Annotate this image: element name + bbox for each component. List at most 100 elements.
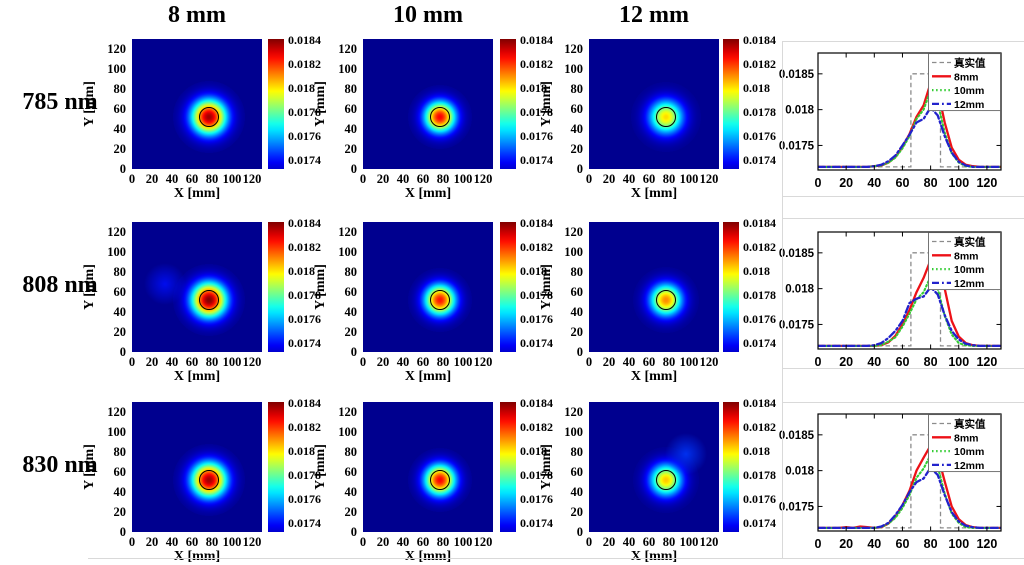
- colorbar-tick-label: 0.0174: [288, 515, 321, 530]
- row-label-785nm: 785 nm: [22, 89, 98, 115]
- colorbar-tick-label: 0.0178: [288, 467, 321, 482]
- legend-label-0: 真实值: [954, 57, 986, 70]
- colorbar: [723, 402, 739, 532]
- legend-label-3: 12mm: [954, 460, 984, 472]
- x-tick-label: 80: [205, 172, 219, 186]
- inclusion-circle: [199, 290, 219, 310]
- heatmap-830nm-10mm: [363, 402, 493, 532]
- heatmap-830nm-8mm: [132, 402, 262, 532]
- y-tick-label: 80: [113, 445, 127, 459]
- y-tick-label: 60: [344, 102, 358, 116]
- profile-x-tick: 120: [976, 176, 997, 190]
- series-line-12mm: [818, 106, 1001, 169]
- y-tick-label: 120: [564, 42, 583, 56]
- figure-bottom-border: [88, 558, 1024, 559]
- colorbar-tick-label: 0.0184: [520, 215, 553, 230]
- cell-border-horizontal: [782, 402, 1024, 403]
- y-tick-label: 60: [113, 102, 127, 116]
- colorbar-tick-label: 0.0176: [743, 128, 776, 143]
- profile-x-tick: 40: [867, 355, 881, 369]
- colorbar-tick-label: 0.0184: [743, 215, 776, 230]
- inclusion-circle: [430, 470, 450, 490]
- truth-line: [818, 252, 1001, 347]
- colorbar-tick-label: 0.0176: [520, 128, 553, 143]
- x-tick-label: 0: [585, 172, 593, 186]
- colorbar-tick-label: 0.0178: [520, 287, 553, 302]
- x-tick-label: 40: [165, 355, 179, 369]
- profile-x-tick: 0: [815, 355, 822, 369]
- y-tick-label: 80: [113, 82, 127, 96]
- y-tick-label: 0: [576, 525, 583, 539]
- x-axis-label: X [mm]: [404, 549, 452, 564]
- y-axis-label: Y [mm]: [313, 81, 328, 127]
- x-tick-label: 40: [165, 172, 179, 186]
- y-axis-label: Y [mm]: [82, 81, 97, 127]
- x-tick-label: 20: [602, 172, 616, 186]
- y-tick-label: 80: [344, 445, 358, 459]
- column-title-12mm: 12 mm: [619, 2, 689, 28]
- y-axis-label: Y [mm]: [82, 444, 97, 490]
- y-tick-label: 20: [113, 505, 127, 519]
- y-tick-label: 60: [344, 465, 358, 479]
- profile-x-tick: 40: [867, 537, 881, 551]
- x-tick-label: 120: [473, 172, 493, 186]
- y-tick-label: 40: [570, 122, 584, 136]
- profile-x-tick: 20: [839, 355, 853, 369]
- y-tick-label: 120: [338, 42, 357, 56]
- colorbar: [500, 39, 516, 169]
- legend-label-3: 12mm: [954, 278, 984, 290]
- x-tick-label: 100: [222, 172, 242, 186]
- y-tick-label: 100: [564, 425, 583, 439]
- profile-y-tick: 0.0185: [779, 69, 815, 81]
- colorbar-tick-label: 0.0174: [743, 515, 776, 530]
- colorbar: [500, 402, 516, 532]
- y-tick-label: 80: [113, 265, 127, 279]
- colorbar-tick-label: 0.0178: [743, 287, 776, 302]
- colorbar-tick-label: 0.0174: [520, 152, 553, 167]
- colorbar-tick-label: 0.018: [743, 263, 770, 278]
- x-tick-label: 0: [128, 172, 136, 186]
- y-tick-label: 60: [570, 465, 584, 479]
- heatmap-785nm-8mm: [132, 39, 262, 169]
- y-tick-label: 0: [350, 162, 357, 176]
- column-title-10mm: 10 mm: [393, 2, 463, 28]
- x-tick-label: 0: [359, 355, 367, 369]
- x-tick-label: 60: [185, 355, 199, 369]
- y-tick-label: 100: [107, 425, 126, 439]
- legend-label-0: 真实值: [954, 236, 986, 249]
- y-axis-label: Y [mm]: [539, 81, 554, 127]
- x-tick-label: 80: [662, 355, 676, 369]
- legend-label-0: 真实值: [954, 418, 986, 431]
- plot-box: [817, 52, 1002, 171]
- y-tick-label: 100: [338, 425, 357, 439]
- profile-x-tick: 20: [839, 176, 853, 190]
- colorbar-tick-label: 0.0176: [743, 311, 776, 326]
- colorbar-tick-label: 0.0184: [520, 395, 553, 410]
- x-tick-label: 40: [622, 355, 636, 369]
- x-tick-label: 120: [473, 355, 493, 369]
- y-tick-label: 0: [350, 525, 357, 539]
- x-tick-label: 20: [376, 172, 390, 186]
- x-tick-label: 60: [416, 535, 430, 549]
- colorbar-tick-label: 0.0174: [743, 152, 776, 167]
- x-tick-label: 0: [585, 355, 593, 369]
- colorbar-tick-label: 0.0182: [520, 239, 553, 254]
- profile-y-tick: 0.018: [785, 284, 814, 296]
- inclusion-circle: [656, 470, 676, 490]
- column-title-8mm: 8 mm: [168, 2, 226, 28]
- x-axis-label: X [mm]: [630, 186, 678, 201]
- x-tick-label: 0: [128, 535, 136, 549]
- colorbar-tick-label: 0.0178: [520, 467, 553, 482]
- plot-box: [817, 231, 1002, 350]
- y-tick-label: 40: [113, 485, 127, 499]
- y-tick-label: 80: [344, 265, 358, 279]
- inclusion-circle: [656, 107, 676, 127]
- colorbar-tick-label: 0.018: [288, 80, 315, 95]
- x-tick-label: 60: [642, 535, 656, 549]
- x-tick-label: 20: [376, 535, 390, 549]
- colorbar: [268, 222, 284, 352]
- profile-x-tick: 100: [948, 176, 969, 190]
- y-tick-label: 40: [344, 305, 358, 319]
- y-tick-label: 60: [570, 285, 584, 299]
